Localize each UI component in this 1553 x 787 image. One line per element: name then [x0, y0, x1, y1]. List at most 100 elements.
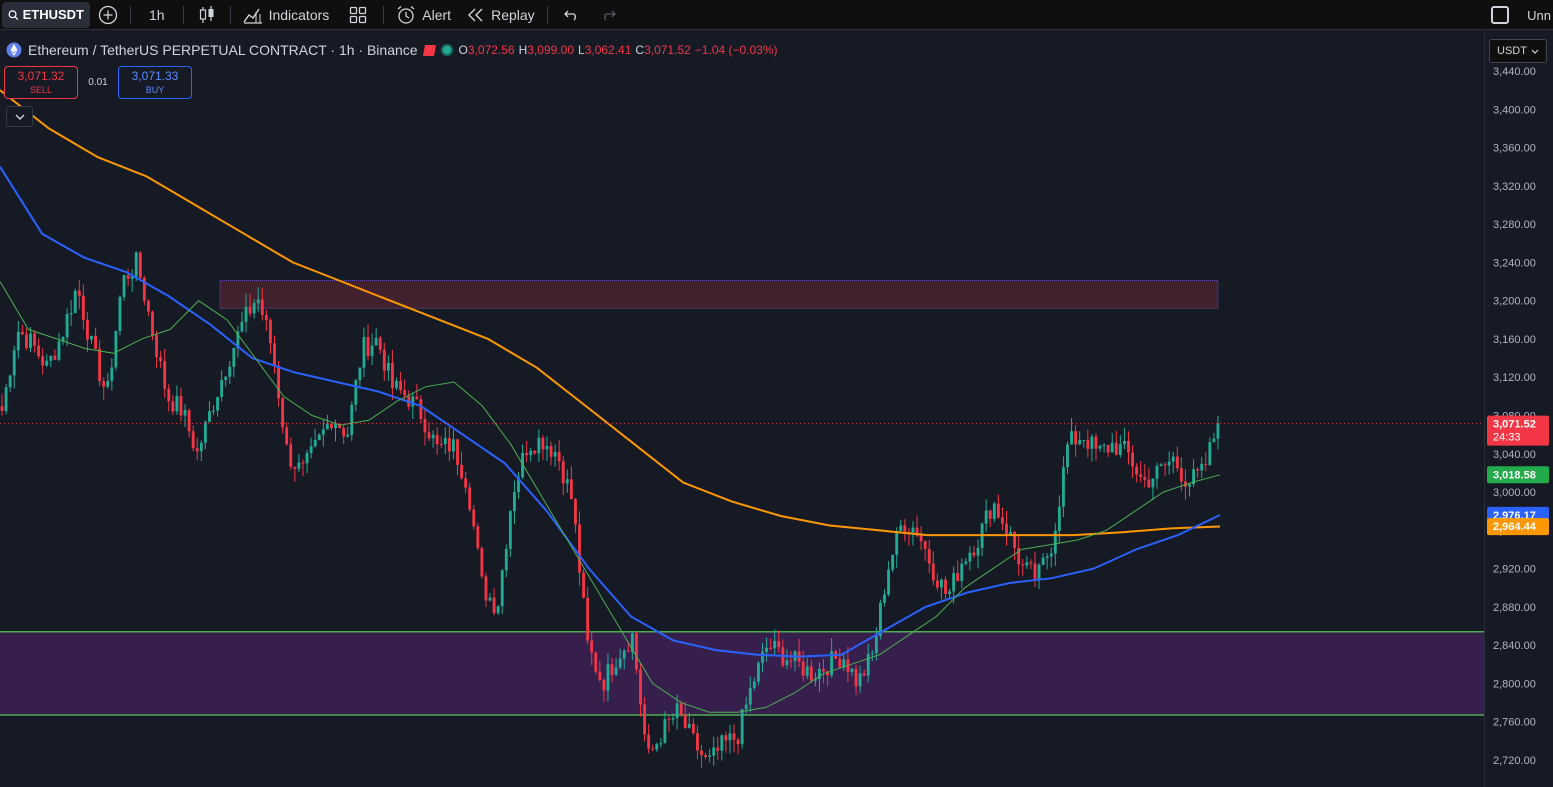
candle-body [1135, 466, 1139, 475]
candle-body [1041, 557, 1045, 565]
candle-body [366, 336, 370, 357]
candle-body [777, 640, 781, 648]
candle-body [403, 390, 407, 396]
candle-body [870, 653, 874, 655]
candle-body [325, 423, 329, 430]
candle-body [891, 554, 895, 570]
candle-body [866, 653, 870, 676]
candle-body [317, 434, 321, 440]
candle-body [1086, 439, 1090, 449]
candle-body [488, 597, 492, 601]
candle-body [1179, 468, 1183, 482]
candle-body [667, 719, 671, 721]
buy-button[interactable]: 3,071.33 BUY [118, 66, 192, 99]
candle-body [415, 396, 419, 400]
candle-body [427, 432, 431, 439]
candle-body [496, 606, 500, 613]
candle-body [948, 591, 951, 595]
alarm-clock-icon [397, 5, 415, 24]
undo-icon [563, 10, 576, 20]
replay-button[interactable]: Replay [459, 0, 543, 30]
chevron-down-icon [1531, 49, 1539, 54]
candle-body [582, 572, 585, 598]
candle-body [45, 360, 49, 366]
candle-body [517, 477, 520, 492]
candle-body [342, 428, 346, 437]
last-price-tag-bg [1487, 415, 1549, 446]
candle-body [106, 380, 110, 387]
price-axis[interactable]: 3,440.00 3,400.00 3,360.00 3,320.00 3,280.00… [1484, 31, 1553, 787]
sell-button[interactable]: 3,071.32 SELL [4, 66, 78, 99]
candle-body [138, 252, 142, 278]
candle-body [1212, 438, 1216, 443]
candle-body [854, 668, 858, 687]
candle-body [521, 453, 524, 478]
price-chart[interactable] [0, 31, 1484, 787]
symbol-description[interactable]: Ethereum / TetherUS PERPETUAL CONTRACT ·… [28, 42, 418, 58]
price-tick-label: 2,840.00 [1493, 640, 1536, 652]
candle-body [195, 448, 199, 452]
candle-body [765, 647, 768, 652]
chart-type-button[interactable] [188, 0, 226, 30]
candle-body [126, 275, 130, 279]
candle-body [647, 734, 651, 749]
close-value: 3,071.52 [644, 43, 691, 57]
candle-body [622, 650, 626, 659]
layouts-button[interactable] [337, 0, 379, 30]
candle-body [773, 640, 777, 649]
collapse-legend-button[interactable] [6, 106, 33, 127]
candle-body [858, 673, 862, 687]
candle-body [842, 659, 846, 668]
symbol-search-button[interactable]: ETHUSDT [2, 1, 90, 28]
candle-body [273, 343, 276, 366]
candle-body [102, 381, 106, 387]
candle-body [293, 466, 297, 469]
candle-body [264, 315, 268, 321]
candle-body [671, 717, 675, 720]
candle-body [1155, 466, 1159, 479]
candle-body [643, 704, 646, 735]
currency-selector[interactable]: USDT [1489, 39, 1547, 63]
candle-body [708, 755, 712, 757]
checkbox[interactable] [1491, 6, 1510, 24]
candle-body [1025, 562, 1029, 566]
chart-pane[interactable] [0, 31, 1484, 787]
candle-body [1139, 474, 1143, 477]
candle-body [818, 668, 821, 680]
candle-body [541, 437, 545, 450]
candle-body [94, 335, 97, 349]
candle-body [289, 444, 293, 467]
candle-body [935, 580, 939, 588]
candle-body [77, 290, 81, 296]
candle-body [513, 491, 516, 512]
candle-body [159, 357, 163, 361]
undo-button[interactable] [552, 0, 592, 30]
candle-body [1005, 523, 1008, 534]
candle-body [443, 437, 447, 445]
candle-body [321, 429, 325, 435]
buy-label: BUY [145, 84, 165, 95]
redo-button[interactable] [592, 0, 624, 30]
candle-body [789, 660, 793, 662]
grid-layout-icon [350, 6, 367, 23]
timeframe-button[interactable]: 1h [135, 0, 179, 30]
candle-body [732, 733, 736, 740]
candle-body [813, 679, 817, 681]
candle-body [850, 668, 854, 672]
candle-body [1013, 532, 1017, 548]
indicators-button[interactable]: Indicators [235, 0, 338, 30]
alert-button[interactable]: Alert [388, 0, 459, 30]
compare-symbol-button[interactable] [90, 0, 126, 30]
layout-name-label[interactable]: Unn [1527, 7, 1551, 23]
candle-body [8, 375, 12, 388]
market-status-icon [440, 44, 453, 56]
price-tick-label: 3,000.00 [1493, 487, 1536, 499]
candle-body [1143, 476, 1147, 480]
candle-body [435, 434, 439, 445]
candle-body [964, 561, 968, 564]
candle-body [25, 334, 28, 349]
candle-body [639, 669, 642, 705]
candle-body [1114, 442, 1118, 455]
candle-body [1029, 562, 1033, 564]
candle-body [822, 668, 825, 672]
